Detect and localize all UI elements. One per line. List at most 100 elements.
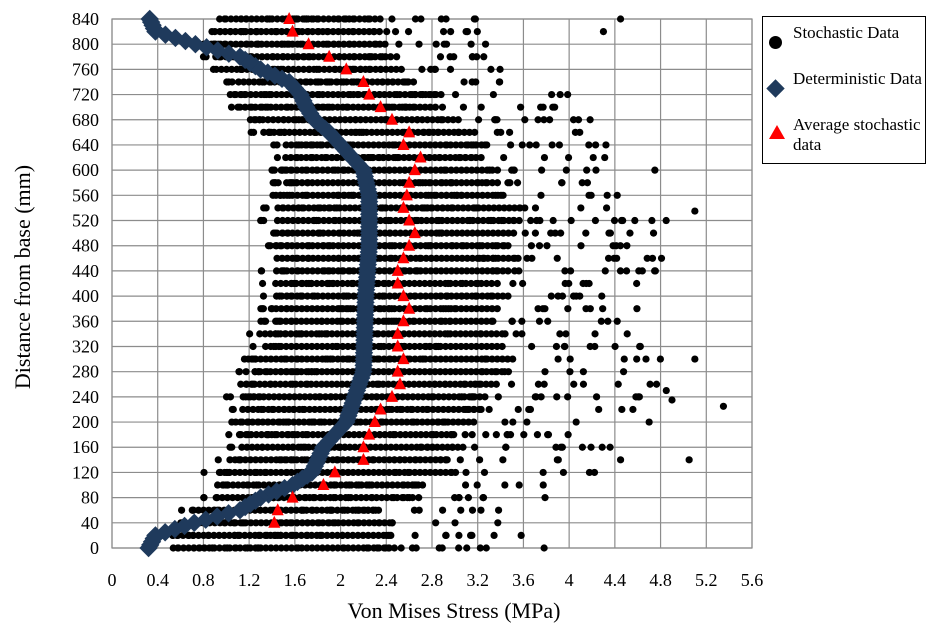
stochastic-point bbox=[314, 242, 322, 250]
stochastic-point bbox=[334, 179, 342, 187]
stochastic-point bbox=[468, 254, 477, 262]
stochastic-point bbox=[372, 506, 380, 514]
average-point bbox=[340, 62, 353, 75]
stochastic-point bbox=[333, 456, 341, 464]
stochastic-point bbox=[453, 216, 462, 225]
stochastic-point bbox=[282, 506, 290, 514]
stochastic-point bbox=[388, 254, 396, 262]
stochastic-point bbox=[313, 544, 321, 552]
y-tick-label: 840 bbox=[72, 9, 99, 29]
stochastic-point bbox=[468, 191, 476, 199]
stochastic-point bbox=[273, 254, 281, 262]
stochastic-point bbox=[504, 179, 512, 187]
stochastic-point bbox=[452, 166, 460, 174]
stochastic-point bbox=[553, 456, 561, 464]
stochastic-point bbox=[339, 27, 348, 36]
stochastic-point bbox=[386, 355, 394, 363]
stochastic-point bbox=[367, 116, 375, 124]
stochastic-point bbox=[395, 305, 404, 313]
stochastic-point bbox=[301, 393, 309, 401]
stochastic-point bbox=[295, 141, 303, 149]
stochastic-point bbox=[341, 116, 349, 124]
stochastic-point bbox=[564, 90, 572, 99]
stochastic-point bbox=[651, 166, 659, 174]
stochastic-point bbox=[329, 90, 337, 99]
stochastic-point bbox=[283, 468, 291, 477]
stochastic-point bbox=[476, 456, 484, 464]
stochastic-point bbox=[455, 531, 463, 540]
stochastic-point bbox=[283, 90, 291, 99]
stochastic-point bbox=[345, 355, 354, 363]
stochastic-point bbox=[435, 544, 443, 552]
stochastic-point bbox=[385, 456, 393, 464]
stochastic-point bbox=[354, 531, 362, 540]
stochastic-point bbox=[586, 342, 594, 351]
stochastic-point bbox=[518, 141, 526, 149]
average-point bbox=[414, 150, 427, 163]
stochastic-point bbox=[374, 317, 383, 325]
stochastic-point bbox=[257, 456, 265, 464]
stochastic-point bbox=[410, 279, 419, 288]
stochastic-point bbox=[391, 153, 400, 162]
stochastic-point bbox=[477, 317, 485, 325]
stochastic-point bbox=[461, 153, 469, 162]
stochastic-point bbox=[247, 15, 256, 23]
stochastic-point bbox=[381, 279, 389, 288]
stochastic-point bbox=[412, 267, 421, 275]
stochastic-point bbox=[376, 90, 384, 99]
stochastic-point bbox=[409, 317, 417, 325]
stochastic-point bbox=[279, 229, 287, 237]
stochastic-point bbox=[264, 116, 272, 124]
stochastic-point bbox=[444, 305, 453, 313]
stochastic-point bbox=[597, 317, 605, 325]
stochastic-point bbox=[509, 216, 518, 225]
stochastic-point bbox=[475, 254, 483, 262]
stochastic-point bbox=[296, 393, 304, 401]
stochastic-point bbox=[356, 53, 364, 61]
stochastic-point bbox=[279, 166, 287, 174]
stochastic-point bbox=[275, 342, 283, 351]
stochastic-point bbox=[355, 481, 363, 489]
stochastic-point bbox=[470, 443, 479, 451]
average-point bbox=[408, 163, 421, 176]
stochastic-point bbox=[325, 65, 333, 73]
stochastic-point bbox=[591, 216, 600, 225]
stochastic-point bbox=[387, 53, 395, 61]
stochastic-point bbox=[423, 116, 432, 124]
stochastic-point bbox=[454, 443, 462, 451]
stochastic-point bbox=[448, 229, 456, 237]
stochastic-point bbox=[214, 456, 222, 464]
stochastic-point bbox=[507, 141, 515, 149]
stochastic-point bbox=[261, 380, 269, 388]
stochastic-point bbox=[313, 216, 321, 225]
stochastic-point bbox=[340, 78, 348, 86]
stochastic-point bbox=[258, 443, 266, 451]
stochastic-point bbox=[291, 393, 299, 401]
stochastic-point bbox=[389, 141, 397, 149]
stochastic-point bbox=[385, 405, 393, 414]
stochastic-point bbox=[691, 207, 699, 215]
stochastic-point bbox=[276, 292, 284, 300]
stochastic-point bbox=[387, 204, 395, 212]
stochastic-point bbox=[333, 330, 341, 338]
stochastic-point bbox=[201, 544, 209, 552]
stochastic-point bbox=[528, 342, 536, 351]
stochastic-point bbox=[512, 330, 520, 338]
stochastic-point bbox=[400, 279, 408, 288]
stochastic-point bbox=[499, 254, 507, 262]
stochastic-point bbox=[264, 242, 273, 250]
stochastic-point bbox=[258, 15, 266, 23]
stochastic-point bbox=[534, 116, 542, 124]
stochastic-point bbox=[308, 519, 317, 527]
stochastic-point bbox=[482, 179, 490, 187]
stochastic-point bbox=[496, 65, 504, 73]
stochastic-point bbox=[385, 305, 393, 313]
stochastic-point bbox=[383, 128, 391, 136]
stochastic-point bbox=[436, 368, 444, 376]
stochastic-point bbox=[428, 216, 436, 225]
stochastic-point bbox=[386, 191, 394, 199]
stochastic-point bbox=[467, 279, 475, 288]
stochastic-point bbox=[466, 216, 474, 225]
stochastic-point bbox=[390, 544, 398, 552]
stochastic-point bbox=[232, 544, 240, 552]
